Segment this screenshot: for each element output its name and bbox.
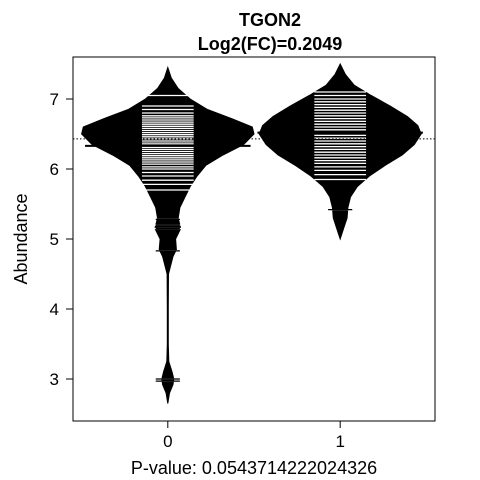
plot-area: [73, 62, 435, 404]
bean-shape-1: [258, 62, 422, 241]
y-axis: 3 4 5 6 7: [50, 90, 74, 389]
bean-shape-0: [81, 65, 255, 404]
y-tick-label: 5: [50, 230, 59, 249]
y-tick-label: 4: [50, 300, 59, 319]
y-tick-label: 6: [50, 160, 59, 179]
chart-title: TGON2: [239, 10, 301, 30]
chart-subtitle: Log2(FC)=0.2049: [198, 34, 343, 54]
bean-group-1: [257, 62, 423, 241]
y-axis-label: Abundance: [11, 193, 31, 284]
x-tick-label: 0: [163, 432, 172, 451]
y-tick-label: 7: [50, 90, 59, 109]
x-axis-label: P-value: 0.0543714222024326: [131, 458, 377, 478]
y-tick-label: 3: [50, 370, 59, 389]
bean-group-0: [81, 65, 255, 404]
x-tick-label: 1: [335, 432, 344, 451]
